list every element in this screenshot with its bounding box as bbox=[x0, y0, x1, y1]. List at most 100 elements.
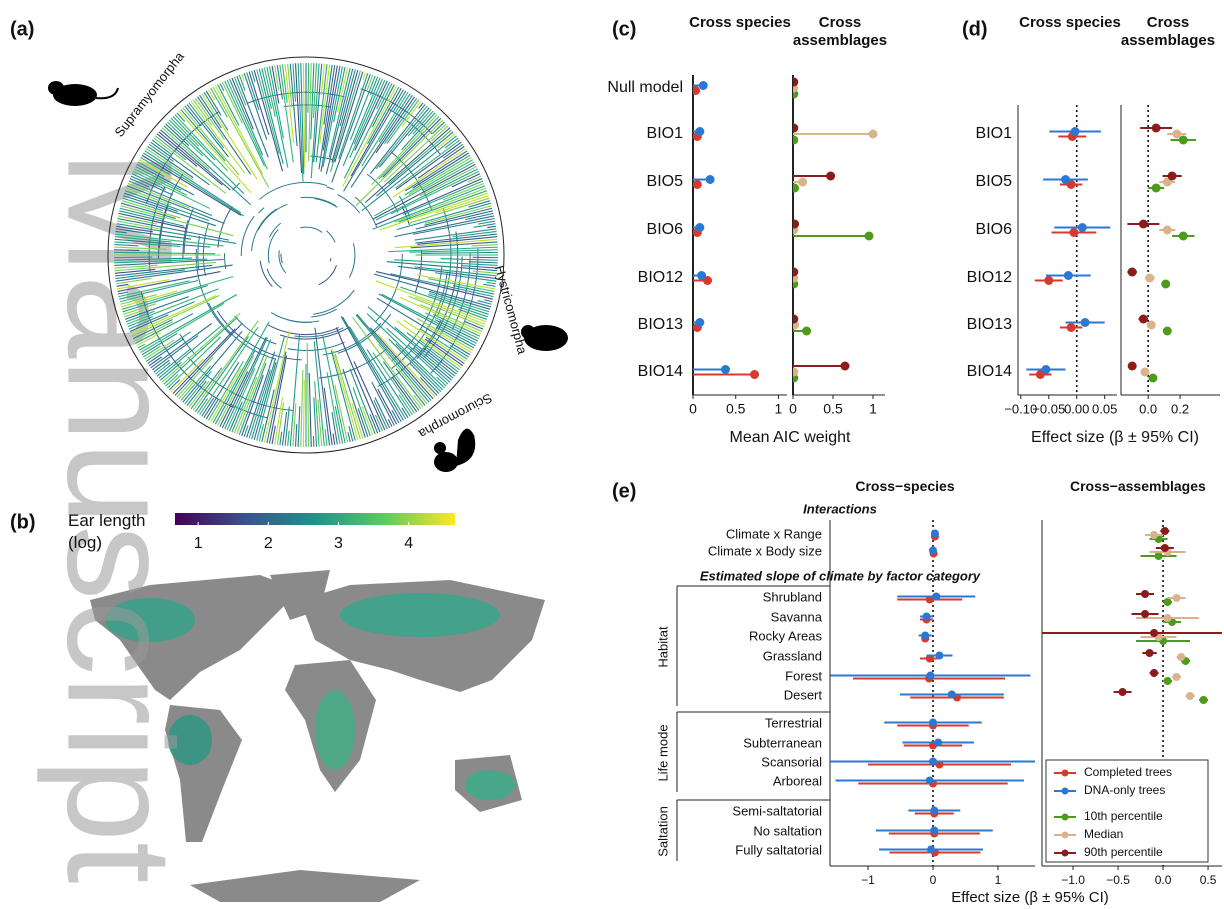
panel-label: (d) bbox=[962, 18, 988, 40]
branch bbox=[344, 83, 392, 178]
point bbox=[934, 739, 942, 747]
point bbox=[798, 178, 807, 187]
point bbox=[1141, 590, 1149, 598]
branch bbox=[298, 406, 300, 447]
branch bbox=[242, 74, 245, 81]
panel-label: (a) bbox=[10, 18, 34, 40]
legend-swatch bbox=[1062, 788, 1069, 795]
branch bbox=[415, 267, 497, 276]
point bbox=[930, 807, 938, 815]
row-label: Fully saltatorial bbox=[735, 842, 822, 857]
point bbox=[789, 315, 798, 324]
branch bbox=[260, 261, 272, 287]
x-tick-label: 0.0 bbox=[1155, 873, 1172, 887]
x-tick-label: 0.5 bbox=[726, 401, 746, 417]
branch bbox=[315, 381, 319, 446]
row-label: BIO5 bbox=[647, 173, 684, 190]
point bbox=[790, 220, 799, 229]
row-label: Shrubland bbox=[763, 589, 822, 604]
point bbox=[789, 268, 798, 277]
point bbox=[1064, 271, 1073, 280]
point bbox=[750, 370, 759, 379]
point bbox=[1163, 226, 1172, 235]
group-label: Habitat bbox=[655, 626, 670, 668]
row-label: BIO1 bbox=[647, 125, 684, 142]
branch bbox=[280, 432, 282, 445]
row-label: BIO14 bbox=[967, 363, 1012, 380]
branch bbox=[469, 262, 498, 263]
point bbox=[1150, 531, 1158, 539]
row-label: BIO5 bbox=[976, 173, 1013, 190]
x-tick-label: 0.5 bbox=[823, 401, 843, 417]
map-fill bbox=[315, 690, 355, 770]
point bbox=[931, 530, 939, 538]
point bbox=[1119, 688, 1127, 696]
row-label: BIO6 bbox=[647, 221, 684, 238]
row-label: Grassland bbox=[763, 648, 822, 663]
branch bbox=[330, 258, 331, 261]
legend-label: 90th percentile bbox=[1084, 845, 1163, 859]
panel-title: Cross−assemblages bbox=[1070, 478, 1190, 495]
point bbox=[721, 365, 730, 374]
point bbox=[699, 81, 708, 90]
point bbox=[948, 691, 956, 699]
point bbox=[1152, 184, 1161, 193]
x-axis-label: Mean AIC weight bbox=[730, 429, 852, 446]
x-tick-label: −1.0 bbox=[1061, 873, 1085, 887]
point bbox=[789, 368, 798, 377]
row-label: Desert bbox=[784, 687, 823, 702]
row-label: BIO13 bbox=[638, 316, 683, 333]
x-tick-label: 1 bbox=[995, 873, 1002, 887]
point bbox=[1071, 127, 1080, 136]
legend-swatch bbox=[1062, 850, 1069, 857]
branch bbox=[326, 187, 333, 190]
point bbox=[927, 846, 935, 854]
point bbox=[826, 172, 835, 181]
branch bbox=[325, 429, 327, 446]
branch bbox=[247, 72, 259, 110]
point bbox=[869, 130, 878, 139]
row-label: Rocky Areas bbox=[749, 628, 822, 643]
map-fill bbox=[465, 770, 515, 800]
branch bbox=[258, 204, 287, 230]
point bbox=[1128, 362, 1137, 371]
branch bbox=[301, 197, 336, 205]
branch bbox=[268, 229, 278, 263]
point bbox=[1179, 232, 1188, 241]
group-label: Life mode bbox=[655, 724, 670, 781]
branch bbox=[338, 194, 360, 213]
row-label: BIO12 bbox=[638, 269, 683, 286]
row-label: BIO6 bbox=[976, 221, 1013, 238]
x-axis-label: Effect size (β ± 95% CI) bbox=[951, 889, 1108, 906]
x-tick-label: 1 bbox=[869, 401, 877, 417]
group-label: Saltation bbox=[655, 806, 670, 857]
section-header: Interactions bbox=[803, 501, 877, 516]
series-group bbox=[1037, 527, 1224, 704]
branch bbox=[114, 257, 152, 258]
point bbox=[1172, 130, 1181, 139]
legend-label: 10th percentile bbox=[1084, 809, 1163, 823]
branch bbox=[296, 424, 297, 447]
figure-canvas: Manuscript (a)(b)(c)(d)(e)Supramyomorpha… bbox=[0, 0, 1224, 909]
point bbox=[1140, 368, 1149, 377]
x-tick-label: −0.05 bbox=[1032, 401, 1065, 416]
point bbox=[1041, 365, 1050, 374]
point bbox=[930, 827, 938, 835]
point bbox=[1173, 673, 1181, 681]
point bbox=[1069, 228, 1078, 237]
point bbox=[790, 184, 799, 193]
branch bbox=[367, 314, 444, 388]
branch bbox=[166, 124, 189, 146]
branch bbox=[311, 309, 336, 317]
colorbar bbox=[175, 513, 455, 525]
panel-title: Cross assemblages bbox=[780, 14, 900, 50]
point bbox=[789, 124, 798, 133]
branch bbox=[301, 370, 303, 447]
panel-label: (e) bbox=[612, 480, 636, 502]
mouse-icon bbox=[48, 81, 118, 106]
branch bbox=[241, 216, 254, 256]
point bbox=[695, 127, 704, 136]
branch bbox=[349, 243, 355, 277]
x-tick-label: 0.00 bbox=[1064, 401, 1089, 416]
branch bbox=[387, 262, 498, 271]
